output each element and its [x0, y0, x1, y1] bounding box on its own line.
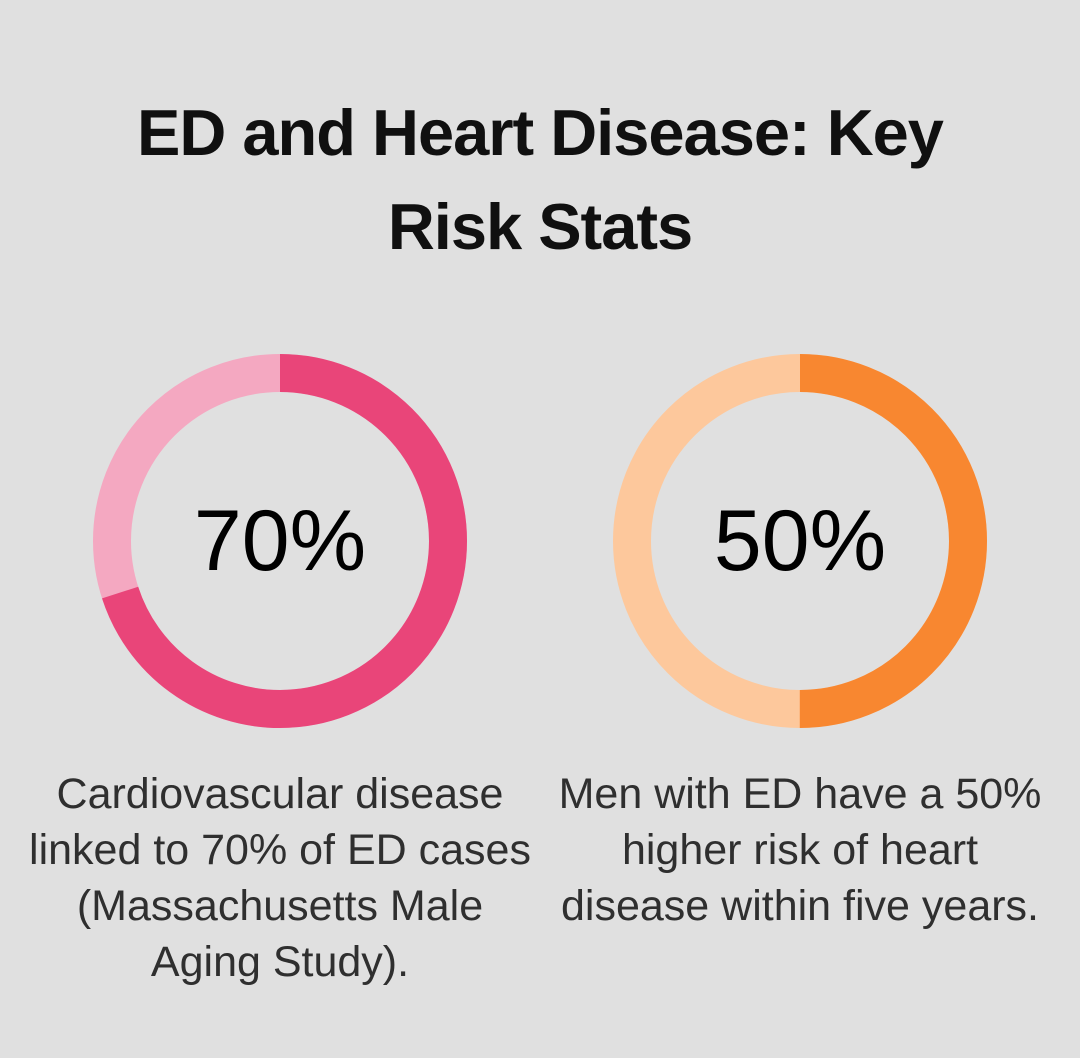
charts-row: 70% Cardiovascular disease linked to 70%… [0, 354, 1080, 990]
donut-svg-70 [93, 354, 467, 728]
donut-center-label-70: 70% [193, 492, 367, 589]
donut-center-label-50: 50% [713, 492, 887, 589]
stat-heart-disease-risk: 50% Men with ED have a 50% higher risk o… [540, 354, 1060, 990]
stat-caption-cardiovascular: Cardiovascular disease linked to 70% of … [29, 770, 531, 986]
donut-svg-50 [613, 354, 987, 728]
donut-ring-value [613, 354, 987, 728]
stat-caption-risk: Men with ED have a 50% higher risk of he… [558, 770, 1042, 930]
donut-ring-value [93, 354, 467, 728]
page-title: ED and Heart Disease: Key Risk Stats [137, 96, 944, 263]
donut-chart-50: 50% [613, 354, 987, 728]
donut-chart-70: 70% [93, 354, 467, 728]
stat-cardiovascular-ed: 70% Cardiovascular disease linked to 70%… [20, 354, 540, 990]
